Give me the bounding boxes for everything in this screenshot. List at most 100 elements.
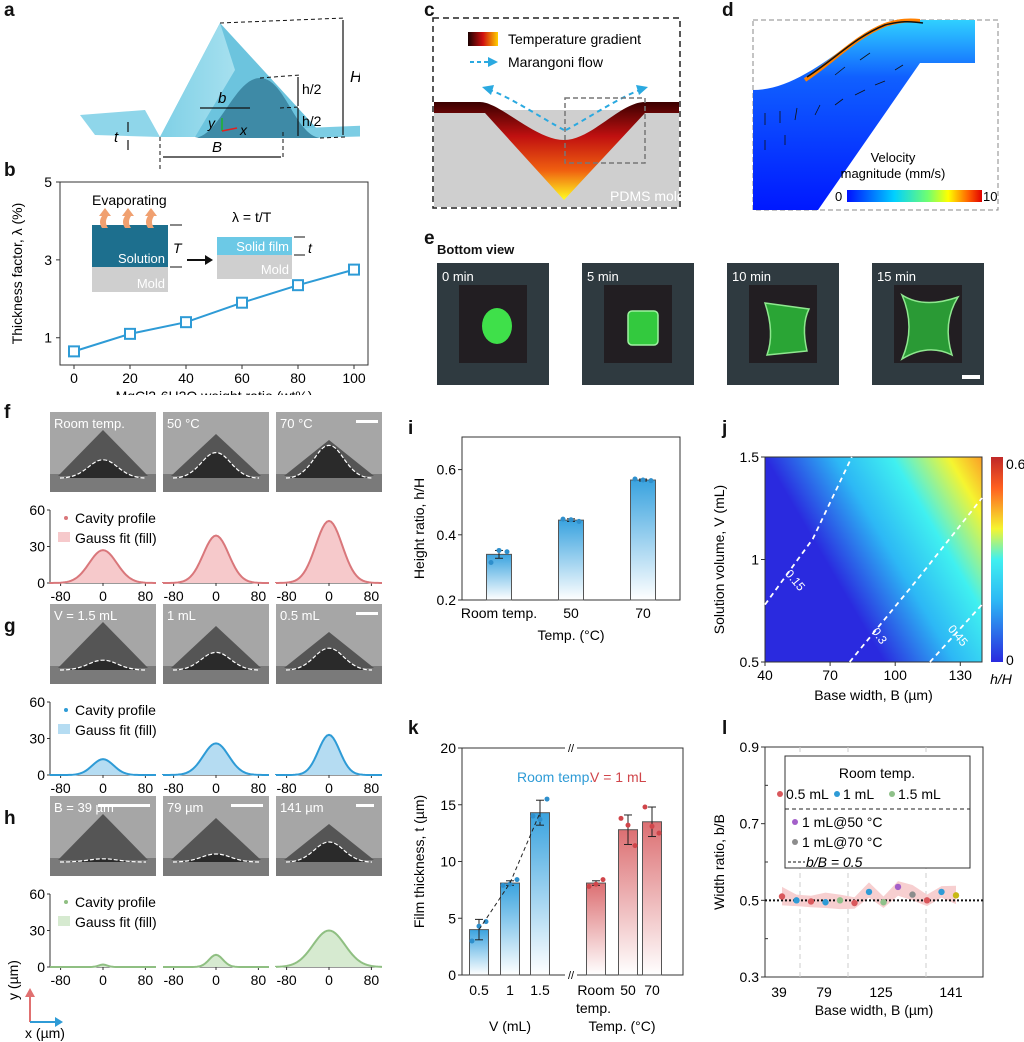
sem-image: B = 39 µm — [50, 796, 156, 876]
legend-point-marker — [64, 516, 68, 520]
x-tick-label: 0 — [325, 588, 333, 604]
gauss-fit-fill — [276, 734, 382, 775]
image-label: 50 °C — [167, 416, 200, 431]
y-tick-label: 0.9 — [740, 739, 760, 755]
data-point — [952, 892, 960, 899]
film-shape — [627, 310, 659, 346]
bottom-view-title: Bottom view — [437, 242, 515, 257]
x-tick-label: 80 — [364, 972, 380, 988]
x-axis-label: Temp. (°C) — [537, 627, 604, 643]
legend-cavity-profile: Cavity profile — [75, 510, 156, 526]
axis-break-mask — [565, 745, 577, 751]
plot-frame — [59, 181, 369, 366]
gauss-fit-fill — [50, 964, 156, 967]
cavity — [286, 445, 372, 478]
zoom-region — [564, 97, 646, 164]
data-point — [560, 516, 566, 522]
bottom-view-frame: 10 min — [727, 263, 839, 385]
y-axis-label: y (µm) — [5, 960, 21, 1000]
pyramid — [58, 430, 148, 476]
flow-arrow-right-head — [636, 85, 648, 95]
x-tick-label: 20 — [122, 370, 138, 386]
data-point — [793, 897, 800, 904]
mold-layer-2 — [217, 255, 292, 279]
x-tick-label: 0.5 — [469, 982, 489, 998]
x-tick-label: 0 — [212, 588, 220, 604]
cavity-profile-line — [50, 758, 156, 776]
data-point — [68, 345, 80, 358]
x-tick-label: 80 — [138, 780, 154, 796]
bar — [500, 882, 520, 976]
substrate — [276, 474, 382, 492]
evaporating-label: Evaporating — [92, 192, 167, 208]
legend-label: 1.5 mL — [898, 786, 941, 802]
x-tick-label: 80 — [138, 972, 154, 988]
heatmap — [764, 456, 983, 663]
inset-schematic: Evaporating Solution Mold Tλ = t/T Solid fil… — [92, 192, 313, 292]
data-point — [822, 899, 829, 906]
sem-image: 141 µm — [276, 796, 382, 876]
cavity-profile-line — [163, 953, 269, 968]
x-axis-label: Base width, B (µm) — [814, 687, 933, 703]
y-tick-label: 5 — [448, 910, 456, 926]
film-shape — [482, 308, 512, 344]
pyramid — [58, 814, 148, 860]
x-tick-label: Room — [577, 982, 614, 998]
data-point — [894, 883, 902, 891]
y-tick-label: 0 — [448, 967, 456, 983]
data-point — [778, 893, 786, 900]
x-tick-label: -80 — [276, 588, 296, 604]
axis-break: // — [568, 743, 575, 755]
y-tick-label: 60 — [29, 694, 45, 710]
x-tick-label: -80 — [276, 780, 296, 796]
frame — [432, 17, 681, 209]
dimension-arrows — [127, 20, 344, 158]
evaporation-arrow — [145, 208, 157, 228]
image-label: Room temp. — [54, 416, 125, 431]
y-tick-label: 0.2 — [437, 592, 457, 608]
trend-line — [478, 812, 541, 930]
flow-legend-arrow — [488, 57, 498, 67]
x-tick-label: 0 — [99, 780, 107, 796]
cavity-profile-line — [49, 549, 157, 584]
colorbar-min: 0 — [835, 189, 842, 204]
image-label: 79 µm — [167, 800, 203, 815]
cavity-profile-line — [50, 963, 156, 968]
image-label: B = 39 µm — [54, 800, 114, 815]
colorbar-title-2: magnitude (mm/s) — [841, 166, 946, 181]
data-point — [648, 478, 654, 484]
gauss-fit-fill — [276, 520, 382, 583]
legend-temperature: Temperature gradient — [508, 31, 641, 47]
bottom-view-frame: 15 min — [872, 263, 984, 385]
label-b: b — [218, 90, 226, 107]
cavity-profile-line — [162, 534, 270, 584]
t-label: t — [308, 240, 313, 256]
film-temperature — [434, 102, 679, 200]
substrate — [50, 666, 156, 684]
panel-c-schematic: Temperature gradient Marangoni flow PDMS… — [432, 17, 685, 209]
data-point — [348, 263, 360, 276]
scale-bar — [98, 804, 150, 807]
label-B: B — [212, 139, 222, 156]
data-point — [923, 897, 931, 904]
x-tick-label: -80 — [50, 588, 70, 604]
axis-break: // — [568, 970, 575, 982]
mold-label-2: Mold — [261, 262, 289, 277]
legend-fill-swatch — [58, 724, 70, 734]
x-direction-arrowhead — [55, 1017, 63, 1027]
image-label: 1 mL — [167, 608, 196, 623]
data-point — [649, 823, 655, 829]
gauss-fit-fill — [50, 550, 156, 583]
data-point — [909, 891, 916, 898]
data-point — [507, 881, 513, 887]
data-point — [593, 881, 599, 887]
solid-film-layer — [217, 237, 292, 255]
x-tick-label: 80 — [251, 972, 267, 988]
x-tick-label: 70 — [644, 982, 660, 998]
y-tick-label: 0 — [37, 767, 45, 783]
sem-image: Room temp. — [50, 412, 156, 492]
colorbar — [991, 457, 1003, 662]
x-tick-label: 70 — [635, 605, 651, 621]
scale-bar — [962, 375, 980, 379]
cavity-profile-line — [275, 519, 383, 584]
